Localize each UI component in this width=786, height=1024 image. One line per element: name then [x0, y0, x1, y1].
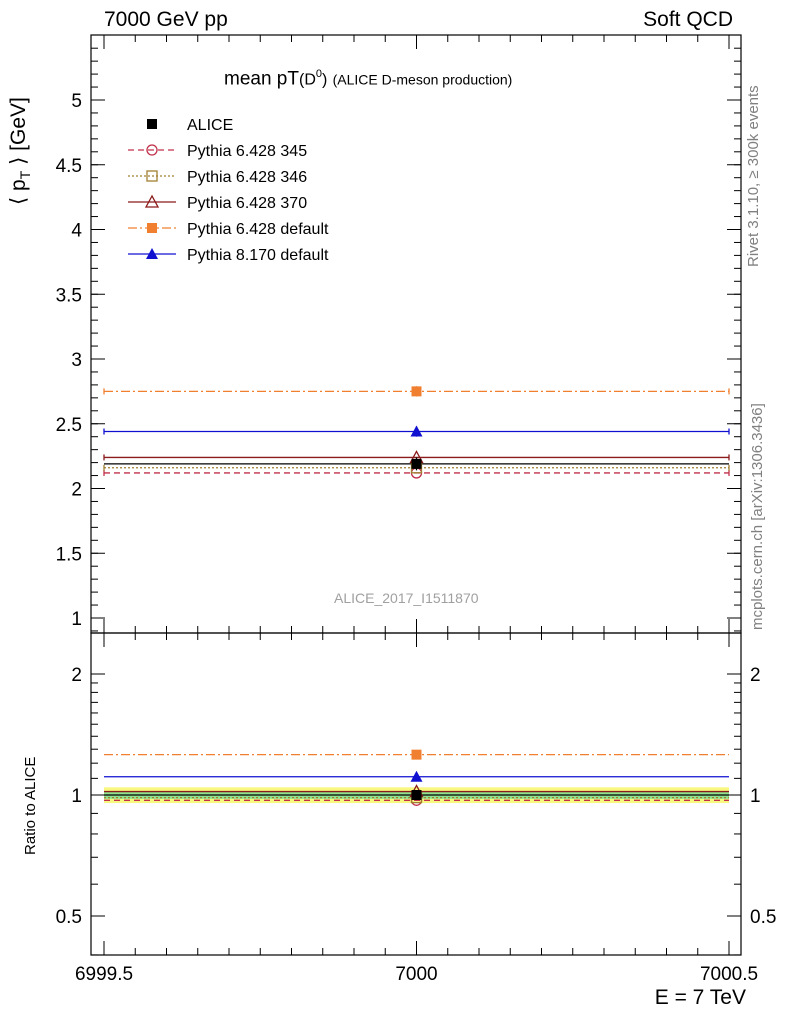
x-tick-label: 7000 [395, 964, 437, 985]
rivet-version-text: Rivet 3.1.10, ≥ 300k events [745, 85, 762, 267]
mcplots-reference-text: mcplots.cern.ch [arXiv:1306.3436] [749, 403, 766, 630]
x-axis-label: E = 7 TeV [654, 986, 746, 1009]
y-tick-label: 4.5 [56, 156, 82, 177]
y-label-sub: T [17, 170, 34, 180]
tick-labels: 1 1.5 2 2.5 3 3.5 4 4.5 5 0.5 0.5 1 1 2 2 6999.5 7000 700… [56, 91, 777, 985]
legend-label-pythia-6-428-370: Pythia 6.428 370 [187, 195, 307, 212]
y-tick-label: 1 [71, 609, 82, 630]
title-main: mean pT [224, 68, 299, 90]
ratio-y-tick-label: 1 [71, 786, 82, 807]
ratio-y-tick-label: 2 [71, 665, 82, 686]
analysis-tag: ALICE_2017_I1511870 [334, 590, 479, 606]
y-axis-label-ratio: Ratio to ALICE [22, 756, 39, 855]
ratio-point-pythia-6-428-default [411, 749, 422, 760]
y-tick-label: 3.5 [56, 285, 82, 306]
y-tick-label: 3 [71, 350, 82, 371]
point-alice [411, 458, 422, 469]
legend: Pythia 6.428 345 Pythia 6.428 346 Pythia 6… [128, 117, 329, 264]
axis-ticks [91, 35, 741, 956]
legend-label-pythia-8-170-default: Pythia 8.170 default [187, 247, 329, 264]
y-label-open: ⟨ p [7, 179, 30, 205]
title-rest: (ALICE D-meson production) [332, 71, 513, 88]
ratio-point-pythia-8-170-default [410, 770, 423, 782]
plot-title: mean pT(D0) (ALICE D-meson production) [224, 68, 512, 90]
title-close: ) [322, 71, 328, 89]
legend-label-pythia-6-428-345: Pythia 6.428 345 [187, 143, 307, 160]
legend-marker-pythia-6-428-346 [146, 170, 158, 182]
y-axis-label-top: ⟨ pT ⟩ [GeV] [6, 97, 33, 205]
legend-marker-pythia-8-170-default [146, 248, 158, 259]
title-sup: 0 [315, 68, 322, 80]
y-tick-label: 2.5 [56, 415, 82, 436]
ratio-point-alice [411, 790, 422, 800]
data-markers [409, 386, 424, 806]
ratio-y-tick-label-right: 2 [750, 665, 761, 686]
legend-marker-pythia-6-428-370 [144, 194, 160, 208]
y-tick-label: 2 [71, 480, 82, 501]
point-pythia-6-428-default [411, 386, 422, 397]
legend-label-alice: ALICE [187, 117, 233, 134]
x-tick-label: 6999.5 [75, 964, 133, 985]
header-left: 7000 GeV pp [104, 8, 228, 31]
legend-label-pythia-6-428-346: Pythia 6.428 346 [187, 169, 307, 186]
y-tick-label: 4 [71, 221, 82, 242]
y-label-unit: ⟩ [GeV] [7, 97, 30, 165]
header-right: Soft QCD [643, 8, 733, 31]
legend-marker-alice [147, 119, 157, 129]
ratio-y-tick-label: 0.5 [56, 907, 82, 928]
ratio-y-tick-label-right: 1 [750, 786, 761, 807]
point-pythia-8-170-default [410, 425, 423, 437]
y-tick-label: 1.5 [56, 544, 82, 565]
legend-marker-pythia-6-428-345 [146, 144, 158, 156]
title-sub: (D [298, 71, 316, 89]
x-tick-label: 7000.5 [700, 964, 758, 985]
ratio-y-tick-label-right: 0.5 [750, 907, 776, 928]
legend-marker-pythia-6-428-default [147, 223, 157, 233]
y-tick-label: 5 [71, 91, 82, 112]
legend-label-pythia-6-428-default: Pythia 6.428 default [187, 221, 329, 238]
